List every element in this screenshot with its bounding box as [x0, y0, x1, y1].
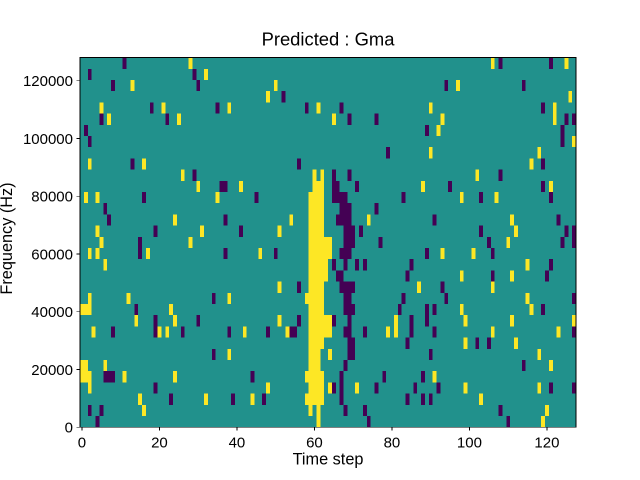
svg-text:100: 100	[457, 434, 482, 451]
svg-text:80000: 80000	[31, 189, 73, 206]
svg-text:Time step: Time step	[293, 450, 364, 468]
svg-text:20000: 20000	[31, 362, 73, 379]
svg-text:120: 120	[534, 434, 559, 451]
svg-text:40000: 40000	[31, 304, 73, 321]
svg-text:80: 80	[384, 434, 401, 451]
svg-text:0: 0	[65, 420, 73, 437]
svg-text:60: 60	[306, 434, 323, 451]
svg-text:120000: 120000	[23, 73, 73, 90]
svg-text:Predicted : Gma: Predicted : Gma	[262, 29, 396, 50]
svg-text:40: 40	[229, 434, 246, 451]
svg-text:Frequency (Hz): Frequency (Hz)	[0, 182, 16, 294]
svg-text:60000: 60000	[31, 246, 73, 263]
svg-text:100000: 100000	[23, 131, 73, 148]
svg-text:20: 20	[151, 434, 168, 451]
svg-text:0: 0	[78, 434, 86, 451]
